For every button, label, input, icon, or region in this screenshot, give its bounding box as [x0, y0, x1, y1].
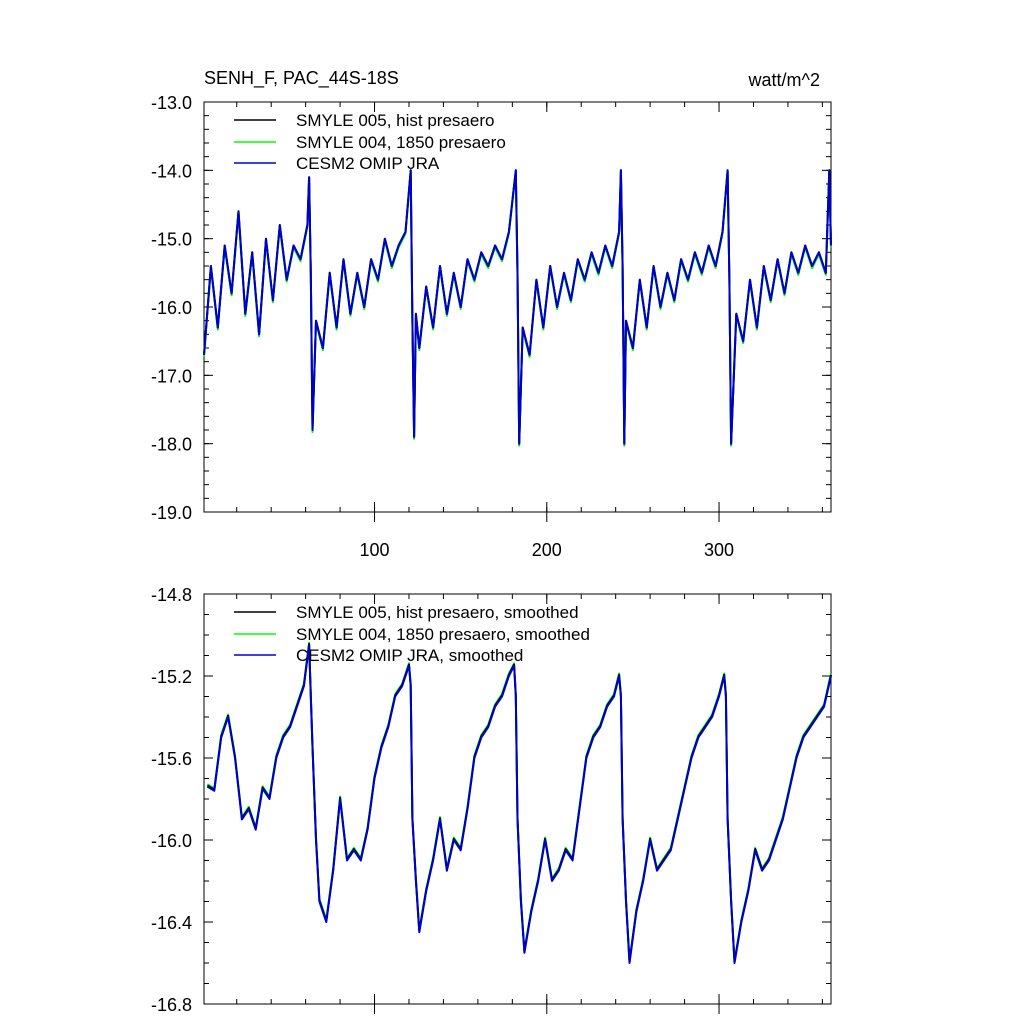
y-tick-label: -15.2 — [151, 667, 192, 687]
top-chart-units: watt/m^2 — [748, 70, 820, 90]
bottom-legend-label-smyle004: SMYLE 004, 1850 presaero, smoothed — [296, 625, 590, 644]
top-lines — [203, 169, 832, 447]
y-tick-label: -17.0 — [151, 366, 192, 386]
top-legend: SMYLE 005, hist presaero SMYLE 004, 1850… — [234, 111, 506, 173]
top-tick-labels: -13.0 -14.0 -15.0 -16.0 -17.0 -18.0 -19.0 100 20… — [151, 93, 734, 560]
y-tick-label: -16.0 — [151, 298, 192, 318]
series-line-cesm2 — [203, 169, 832, 445]
x-tick-label: 300 — [704, 540, 734, 560]
x-tick-label: 200 — [532, 540, 562, 560]
y-tick-label: -18.0 — [151, 435, 192, 455]
series-line-cesm2 — [206, 644, 832, 964]
y-tick-label: -13.0 — [151, 93, 192, 113]
y-tick-label: -16.4 — [151, 913, 192, 933]
bottom-legend-label-cesm2: CESM2 OMIP JRA, smoothed — [296, 646, 523, 665]
bottom-tick-labels: -14.8 -15.2 -15.6 -16.0 -16.4 -16.8 — [151, 585, 192, 1015]
top-panel: SENH_F, PAC_44S-18S watt/m^2 -13.0-14.0-… — [151, 68, 832, 560]
y-tick-label: -19.0 — [151, 503, 192, 523]
y-tick-label: -16.8 — [151, 995, 192, 1015]
series-line-smyle005 — [206, 643, 832, 963]
y-tick-label: -14.0 — [151, 161, 192, 181]
top-legend-label-smyle004: SMYLE 004, 1850 presaero — [296, 133, 506, 152]
top-legend-label-cesm2: CESM2 OMIP JRA — [296, 154, 440, 173]
top-chart-title: SENH_F, PAC_44S-18S — [204, 68, 399, 89]
x-tick-label: 100 — [360, 540, 390, 560]
bottom-panel: -14.8 -15.2 -15.6 -16.0 -16.4 -16.8 SMYLE 005… — [151, 585, 832, 1015]
bottom-legend: SMYLE 005, hist presaero, smoothed SMYLE… — [234, 603, 590, 665]
y-tick-label: -16.0 — [151, 831, 192, 851]
y-tick-label: -15.6 — [151, 749, 192, 769]
bottom-lines — [206, 641, 832, 964]
bottom-legend-label-smyle005: SMYLE 005, hist presaero, smoothed — [296, 603, 579, 622]
top-ticks — [204, 101, 831, 522]
y-tick-label: -15.0 — [151, 230, 192, 250]
y-tick-label: -14.8 — [151, 585, 192, 605]
top-legend-label-smyle005: SMYLE 005, hist presaero — [296, 111, 494, 130]
series-line-smyle004 — [206, 641, 832, 962]
